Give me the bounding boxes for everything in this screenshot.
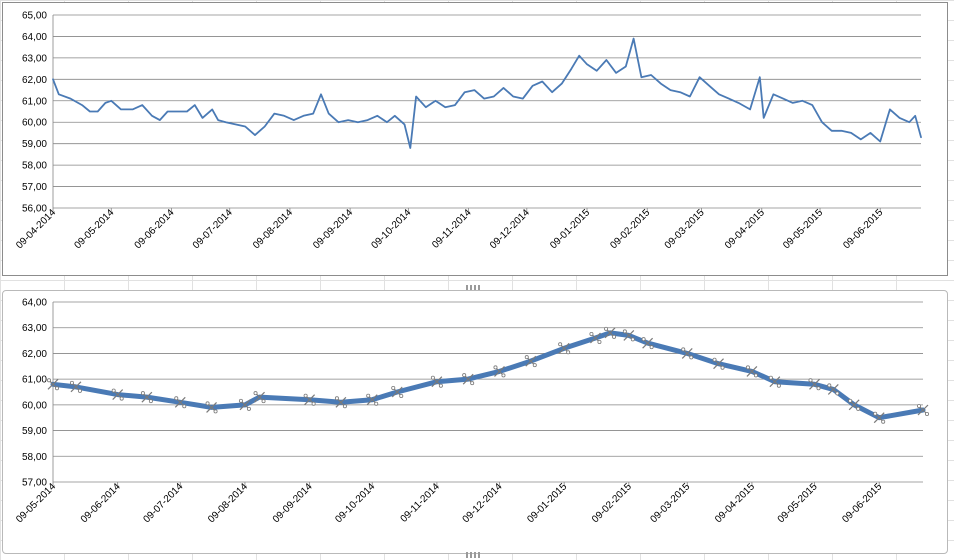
data-point-marker [334, 396, 347, 409]
chart-bottom[interactable]: 64,00 63,00 62,00 61,00 60,00 59,00 58,00 57,00… [2, 290, 948, 554]
data-point-marker [808, 378, 821, 391]
data-point-marker [917, 404, 930, 417]
x-tick-label: 09-03-2015 [663, 207, 707, 251]
y-tick-label: 59,00 [22, 139, 47, 150]
data-point-marker [493, 365, 506, 378]
x-tick-label: 09-11-2014 [399, 481, 443, 525]
y-tick-label: 64,00 [22, 32, 47, 43]
data-point-marker [681, 347, 694, 360]
data-point-marker [873, 411, 886, 424]
x-tick-label: 09-09-2014 [311, 207, 355, 251]
data-point-marker [366, 393, 379, 406]
data-point-marker [848, 398, 861, 411]
y-tick-label: 64,00 [22, 298, 47, 309]
data-point-marker [462, 373, 475, 386]
data-point-marker [205, 401, 218, 414]
chart-top[interactable]: 65,00 64,00 63,00 62,00 61,00 60,00 59,00 58,00… [2, 2, 948, 276]
x-tick-label: 09-06-2015 [841, 207, 885, 251]
x-tick-label: 09-09-2014 [271, 481, 315, 525]
data-point-marker [827, 383, 840, 396]
x-tick-label: 09-08-2014 [251, 207, 295, 251]
y-tick-label: 59,00 [22, 426, 47, 437]
data-point-marker [604, 326, 617, 339]
resize-handle-top[interactable] [466, 285, 482, 291]
x-tick-label: 09-01-2015 [525, 481, 569, 525]
x-tick-label: 09-05-2015 [781, 207, 825, 251]
y-tick-label: 62,00 [22, 349, 47, 360]
x-tick-label: 09-06-2014 [79, 481, 123, 525]
data-point-marker [140, 391, 153, 404]
data-point-marker [768, 375, 781, 388]
y-tick-label: 56,00 [22, 204, 47, 215]
x-tick-label: 09-01-2015 [548, 207, 592, 251]
data-point-marker [174, 396, 187, 409]
y-tick-label: 63,00 [22, 323, 47, 334]
data-point-marker [745, 365, 758, 378]
data-point-marker [641, 337, 654, 350]
x-tick-label: 09-02-2015 [608, 207, 652, 251]
x-tick-label: 09-05-2015 [776, 481, 820, 525]
x-tick-label: 09-07-2014 [141, 481, 185, 525]
data-point-marker [238, 398, 251, 411]
data-point-marker [253, 391, 266, 404]
y-tick-label: 58,00 [22, 161, 47, 172]
chart-top-svg: 65,00 64,00 63,00 62,00 61,00 60,00 59,00 58,00… [14, 11, 922, 251]
chart-bottom-svg: 64,00 63,00 62,00 61,00 60,00 59,00 58,00 57,00… [14, 298, 930, 525]
data-point-marker [622, 329, 635, 342]
y-tick-label: 57,00 [22, 478, 47, 489]
data-point-marker [589, 332, 602, 345]
y-tick-label: 61,00 [22, 375, 47, 386]
y-tick-label: 60,00 [22, 400, 47, 411]
x-tick-label: 09-07-2014 [191, 207, 235, 251]
x-tick-label: 09-12-2014 [488, 207, 532, 251]
x-tick-label: 09-10-2014 [333, 481, 377, 525]
data-point-marker [111, 388, 124, 401]
y-tick-label: 65,00 [22, 11, 47, 22]
x-tick-label: 09-03-2015 [648, 481, 692, 525]
x-tick-label: 09-04-2015 [713, 481, 757, 525]
series-line [52, 37, 922, 149]
data-point-marker [558, 342, 571, 355]
data-point-marker [524, 355, 537, 368]
data-point-marker [712, 357, 725, 370]
y-tick-label: 62,00 [22, 75, 47, 86]
x-tick-label: 09-05-2014 [72, 207, 116, 251]
x-tick-label: 09-11-2014 [430, 207, 474, 251]
x-tick-label: 09-04-2015 [723, 207, 767, 251]
x-tick-label: 09-06-2015 [840, 481, 884, 525]
x-tick-label: 09-06-2014 [133, 207, 177, 251]
x-tick-label: 09-12-2014 [461, 481, 505, 525]
data-point-marker [47, 378, 60, 391]
data-point-marker [391, 386, 404, 399]
x-tick-label: 09-10-2014 [370, 207, 414, 251]
resize-handle-bottom[interactable] [466, 552, 482, 558]
x-tick-label: 09-02-2015 [590, 481, 634, 525]
data-point-marker [69, 380, 82, 393]
data-point-marker [303, 393, 316, 406]
y-tick-label: 60,00 [22, 118, 47, 129]
y-tick-label: 63,00 [22, 53, 47, 64]
y-tick-label: 58,00 [22, 452, 47, 463]
x-tick-label: 09-08-2014 [206, 481, 250, 525]
y-tick-label: 57,00 [22, 182, 47, 193]
data-point-marker [430, 375, 443, 388]
series-line [50, 330, 926, 421]
y-tick-label: 61,00 [22, 96, 47, 107]
